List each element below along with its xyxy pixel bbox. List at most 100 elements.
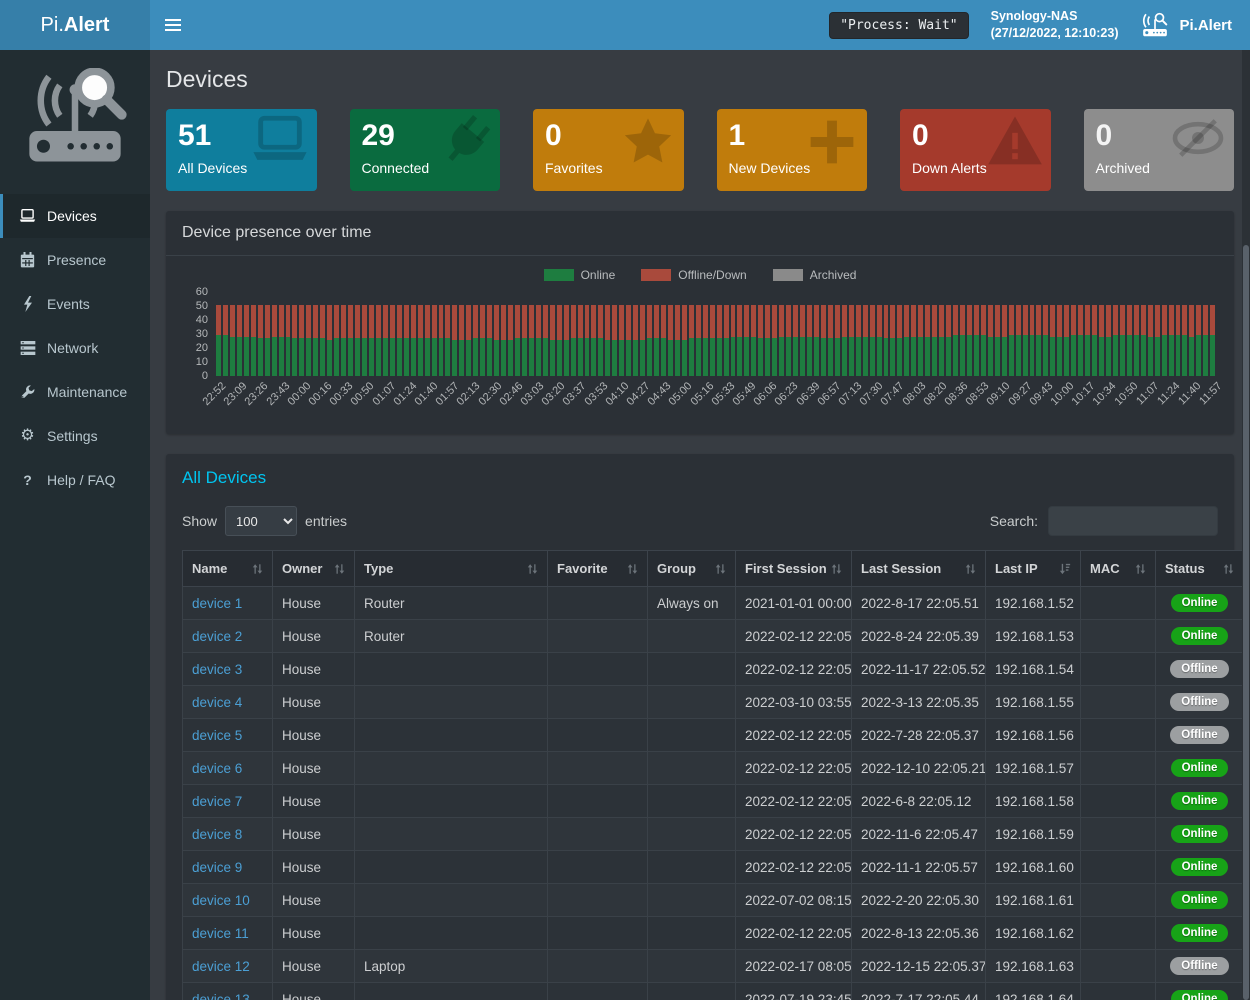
cell-group — [647, 751, 736, 785]
card-down-alerts[interactable]: 0 Down Alerts — [900, 109, 1051, 191]
sort-icon — [627, 563, 638, 575]
cell-status: Online — [1155, 817, 1244, 851]
sidebar-item-presence[interactable]: Presence — [0, 238, 150, 282]
card-favorites[interactable]: 0 Favorites — [533, 109, 684, 191]
presence-bar — [334, 304, 340, 376]
card-archived[interactable]: 0 Archived — [1083, 109, 1234, 191]
sort-icon — [252, 563, 263, 575]
page-title: Devices — [166, 66, 248, 92]
device-link[interactable]: device 3 — [192, 661, 243, 677]
device-link[interactable]: device 6 — [192, 760, 243, 776]
presence-bar — [723, 304, 729, 376]
column-header-owner[interactable]: Owner — [272, 550, 355, 587]
column-header-group[interactable]: Group — [647, 550, 736, 587]
presence-bar — [820, 304, 826, 376]
status-badge: Offline — [1170, 660, 1229, 678]
cell-last_session: 2022-7-28 22:05.37 — [851, 718, 986, 752]
plus-icon — [805, 115, 859, 174]
cell-status: Online — [1155, 883, 1244, 917]
column-header-name[interactable]: Name — [182, 550, 273, 587]
page-scrollbar[interactable] — [1242, 50, 1250, 1000]
status-badge: Online — [1170, 990, 1229, 1000]
column-header-favorite[interactable]: Favorite — [547, 550, 648, 587]
y-tick-label: 30 — [195, 328, 208, 340]
column-header-type[interactable]: Type — [354, 550, 548, 587]
device-link[interactable]: device 11 — [192, 925, 249, 941]
sort-icon — [965, 563, 976, 575]
presence-bar — [1133, 304, 1139, 376]
cell-last_session: 2022-12-15 22:05.37 — [851, 949, 986, 983]
column-header-first-session[interactable]: First Session — [735, 550, 852, 587]
device-link[interactable]: device 1 — [192, 595, 243, 611]
presence-bar — [1147, 304, 1153, 376]
device-link[interactable]: device 12 — [192, 958, 250, 974]
cell-last_session: 2022-11-17 22:05.52 — [851, 652, 986, 686]
device-link[interactable]: device 13 — [192, 991, 250, 1000]
column-header-last-session[interactable]: Last Session — [851, 550, 986, 587]
presence-bar — [375, 304, 381, 376]
device-link[interactable]: device 9 — [192, 859, 243, 875]
card-new-devices[interactable]: 1 New Devices — [716, 109, 867, 191]
presence-bar — [563, 304, 569, 376]
column-label: Last IP — [995, 561, 1038, 576]
presence-bar — [229, 304, 235, 376]
presence-bar — [222, 304, 228, 376]
status-badge: Online — [1170, 825, 1229, 843]
sidebar-item-help[interactable]: ? Help / FAQ — [0, 458, 150, 502]
presence-bar — [647, 304, 653, 376]
device-link[interactable]: device 2 — [192, 628, 243, 644]
sidebar-item-events[interactable]: Events — [0, 282, 150, 326]
device-link[interactable]: device 5 — [192, 727, 243, 743]
cell-type — [354, 652, 548, 686]
sidebar-item-devices[interactable]: Devices — [0, 194, 150, 238]
app-name: Pi.Alert — [1179, 16, 1232, 34]
presence-bar — [661, 304, 666, 376]
legend-item[interactable]: Online — [543, 268, 615, 282]
scrollbar-thumb[interactable] — [1243, 245, 1249, 1000]
device-link[interactable]: device 7 — [192, 793, 243, 809]
presence-bar — [1001, 304, 1007, 376]
presence-bar — [793, 304, 799, 376]
cell-last_ip: 192.168.1.64 — [985, 982, 1081, 1000]
column-header-last-ip[interactable]: Last IP — [985, 550, 1081, 587]
y-tick-label: 0 — [201, 370, 208, 382]
presence-bar — [737, 304, 743, 376]
sidebar-item-maintenance[interactable]: Maintenance — [0, 370, 150, 414]
legend-item[interactable]: Offline/Down — [641, 268, 747, 282]
card-label: All Devices — [178, 160, 248, 176]
cell-last_ip: 192.168.1.62 — [985, 916, 1081, 950]
presence-bar — [966, 304, 972, 376]
column-header-mac[interactable]: MAC — [1080, 550, 1156, 587]
sidebar-item-settings[interactable]: ⚙ Settings — [0, 414, 150, 458]
sidebar-item-label: Events — [47, 296, 90, 312]
legend-item[interactable]: Archived — [772, 268, 856, 282]
presence-bar — [925, 304, 931, 376]
presence-bar — [556, 304, 562, 376]
device-link[interactable]: device 8 — [192, 826, 243, 842]
status-badge: Offline — [1170, 957, 1229, 975]
card-label: Connected — [361, 160, 430, 176]
search-input[interactable] — [1048, 506, 1218, 536]
cell-favorite — [547, 982, 648, 1000]
cell-name: device 7 — [182, 784, 273, 818]
brand-logo[interactable]: Pi.Alert — [0, 0, 150, 50]
sort-icon — [831, 563, 842, 575]
presence-bar — [994, 304, 1000, 376]
device-link[interactable]: device 10 — [192, 892, 250, 908]
sort-icon — [1135, 563, 1146, 575]
cell-group — [647, 949, 736, 983]
column-header-status[interactable]: Status — [1155, 550, 1244, 587]
page-size-select[interactable]: 100 — [225, 506, 298, 536]
device-link[interactable]: device 4 — [192, 694, 243, 710]
sidebar-item-network[interactable]: Network — [0, 326, 150, 370]
pialert-logo — [0, 50, 150, 194]
process-status-badge[interactable]: "Process: Wait" — [829, 11, 969, 39]
cell-status: Online — [1155, 982, 1244, 1000]
card-all-devices[interactable]: 51 All Devices — [166, 109, 317, 191]
cell-group — [647, 652, 736, 686]
presence-bar — [1022, 304, 1028, 376]
card-connected[interactable]: 29 Connected — [349, 109, 500, 191]
sidebar-toggle-button[interactable] — [150, 0, 195, 50]
host-info: Synology-NAS (27/12/2022, 12:10:23) — [991, 8, 1119, 42]
column-label: Last Session — [861, 561, 942, 576]
